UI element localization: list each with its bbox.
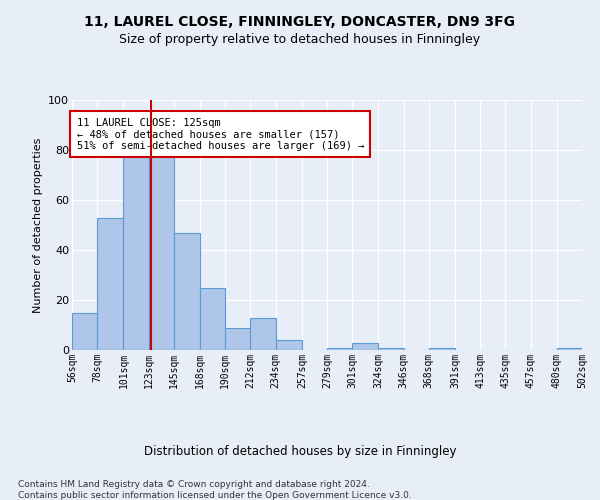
Bar [149, 138, 174, 350]
Text: Size of property relative to detached houses in Finningley: Size of property relative to detached ho… [119, 32, 481, 46]
Bar [97, 218, 124, 350]
Bar [72, 312, 97, 350]
Bar [275, 340, 302, 350]
Text: 11, LAUREL CLOSE, FINNINGLEY, DONCASTER, DN9 3FG: 11, LAUREL CLOSE, FINNINGLEY, DONCASTER,… [85, 15, 515, 29]
Bar [327, 348, 352, 350]
Bar [429, 348, 455, 350]
Bar [174, 232, 200, 350]
Bar [352, 342, 379, 350]
Y-axis label: Number of detached properties: Number of detached properties [32, 138, 43, 312]
Bar [124, 145, 149, 350]
Bar [250, 318, 275, 350]
Bar [225, 328, 250, 350]
Text: Contains HM Land Registry data © Crown copyright and database right 2024.
Contai: Contains HM Land Registry data © Crown c… [18, 480, 412, 500]
Bar [379, 348, 404, 350]
Bar [200, 288, 225, 350]
Text: 11 LAUREL CLOSE: 125sqm
← 48% of detached houses are smaller (157)
51% of semi-d: 11 LAUREL CLOSE: 125sqm ← 48% of detache… [77, 118, 364, 150]
Bar [557, 348, 582, 350]
Text: Distribution of detached houses by size in Finningley: Distribution of detached houses by size … [144, 444, 456, 458]
